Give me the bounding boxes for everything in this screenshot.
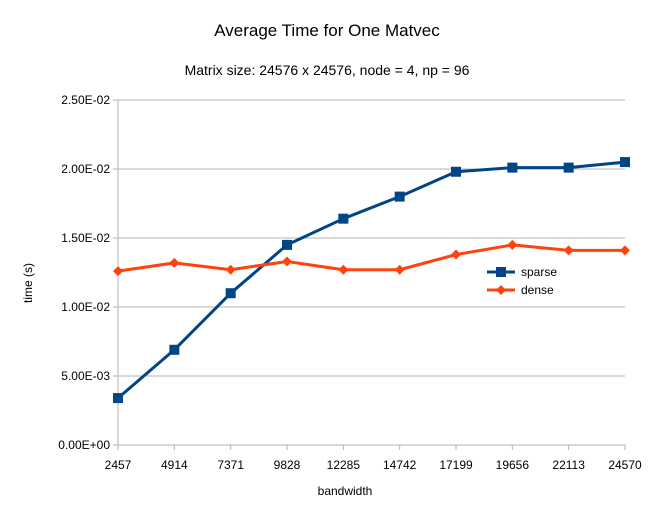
data-point-dense bbox=[169, 257, 180, 268]
data-point-dense bbox=[507, 239, 518, 250]
y-axis-title: time (s) bbox=[21, 263, 35, 303]
gridlines bbox=[118, 99, 625, 377]
data-point-dense bbox=[338, 264, 349, 275]
data-point-sparse bbox=[507, 162, 518, 173]
data-point-dense bbox=[225, 264, 236, 275]
y-tick-label: 0.00E+00 bbox=[58, 438, 110, 452]
legend-label-sparse: sparse bbox=[521, 265, 557, 279]
data-point-sparse bbox=[338, 213, 349, 224]
y-tick-labels: 0.00E+00 5.00E-03 1.00E-02 1.50E-02 2.00E-02… bbox=[58, 93, 110, 452]
data-point-sparse bbox=[282, 239, 292, 250]
x-tick-label: 7371 bbox=[217, 458, 244, 472]
y-tick-label: 1.50E-02 bbox=[61, 231, 110, 245]
legend-marker-dense bbox=[496, 285, 506, 295]
data-point-sparse bbox=[563, 162, 574, 173]
x-axis-title: bandwidth bbox=[318, 484, 373, 498]
y-tick-label: 1.00E-02 bbox=[61, 300, 110, 314]
data-point-dense bbox=[113, 266, 123, 277]
x-tick-labels: 2457 4914 7371 9828 12285 14742 17199 19656 2211… bbox=[105, 458, 642, 472]
y-tick-label: 2.50E-02 bbox=[61, 93, 110, 107]
x-tick-label: 12285 bbox=[327, 458, 361, 472]
legend-marker-sparse bbox=[496, 267, 506, 277]
x-tick-label: 4914 bbox=[161, 458, 188, 472]
x-tick-label: 17199 bbox=[439, 458, 473, 472]
data-point-sparse bbox=[620, 157, 630, 168]
data-point-sparse bbox=[113, 393, 123, 404]
data-point-dense bbox=[282, 256, 292, 267]
series-line-sparse bbox=[117, 160, 626, 400]
x-tick-label: 9828 bbox=[274, 458, 301, 472]
data-point-sparse bbox=[225, 288, 236, 299]
chart-subtitle: Matrix size: 24576 x 24576, node = 4, np… bbox=[185, 62, 470, 78]
data-point-dense bbox=[563, 245, 574, 256]
data-point-sparse bbox=[394, 191, 405, 202]
data-point-dense bbox=[451, 249, 461, 260]
data-point-sparse bbox=[169, 344, 180, 355]
x-tick-label: 22113 bbox=[552, 458, 585, 472]
x-tick-label: 24570 bbox=[608, 458, 642, 472]
x-tick-label: 2457 bbox=[105, 458, 132, 472]
x-tick-label: 19656 bbox=[496, 458, 530, 472]
legend: sparse dense bbox=[487, 265, 557, 297]
data-point-sparse bbox=[451, 166, 461, 177]
x-tick-label: 14742 bbox=[383, 458, 417, 472]
series-layer bbox=[113, 157, 630, 404]
legend-label-dense: dense bbox=[521, 283, 554, 297]
y-tick-label: 2.00E-02 bbox=[61, 162, 110, 176]
data-point-dense bbox=[394, 264, 405, 275]
series-line-dense bbox=[117, 243, 625, 273]
y-tick-label: 5.00E-03 bbox=[61, 369, 110, 383]
chart-title: Average Time for One Matvec bbox=[214, 21, 440, 40]
data-point-dense bbox=[620, 245, 630, 256]
